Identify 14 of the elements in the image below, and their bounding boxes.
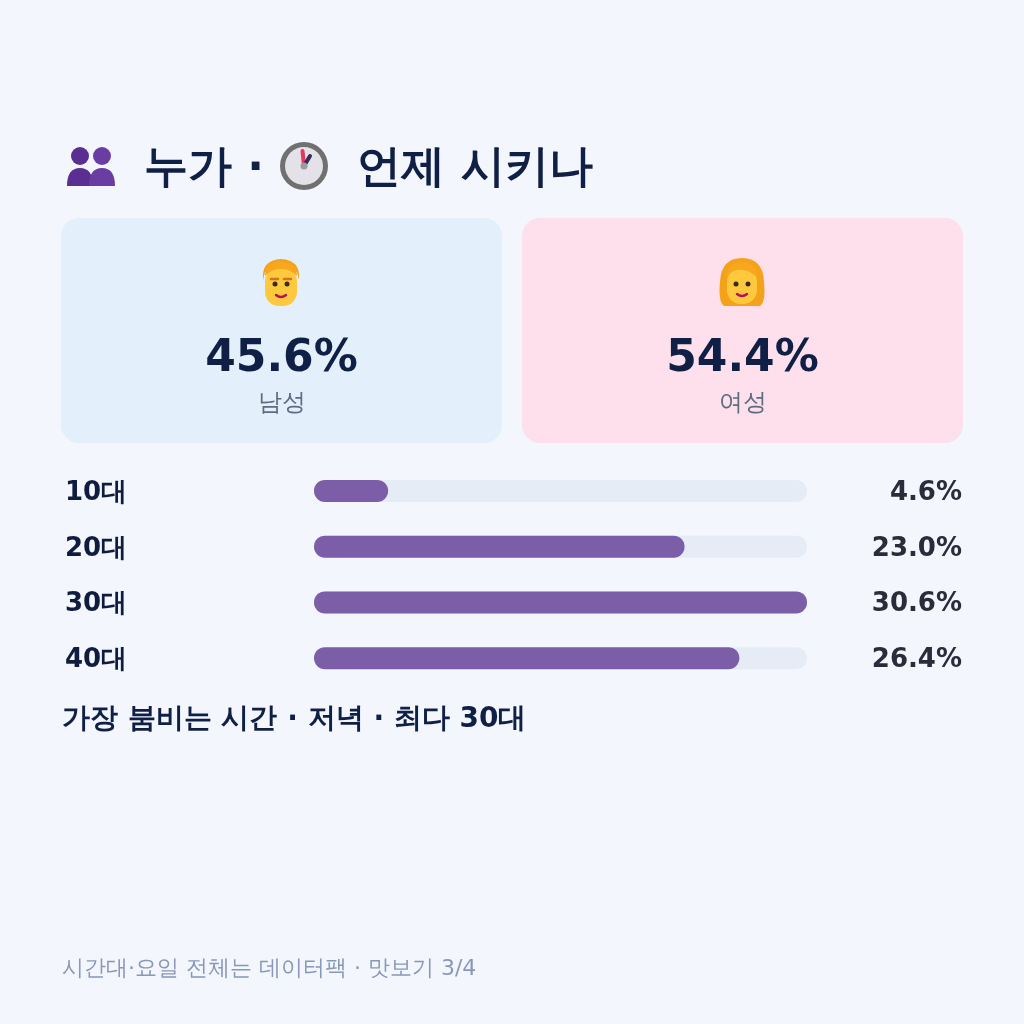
text: 가장 붐비는 시간 · 저녁 · 최다 30대 <box>62 700 527 736</box>
data-label: 23.0% <box>871 531 962 562</box>
y-tick-label: 10대 <box>65 475 128 506</box>
card: 54.4% 여성 <box>522 218 963 443</box>
bar <box>314 479 389 502</box>
y-tick-label: 20대 <box>65 531 128 562</box>
data-label: 26.4% <box>871 643 962 674</box>
data-label: 4.6% <box>889 475 962 506</box>
text: 시간대·요일 전체는 데이터팩 · 맛보기 3/4 <box>62 954 477 982</box>
chart-title: 누가 · 언제 시키나 <box>144 139 593 191</box>
data-label: 30.6% <box>871 587 962 618</box>
card: 45.6% 남성 <box>61 218 502 443</box>
y-tick-label: 30대 <box>65 587 128 618</box>
y-tick-label: 40대 <box>65 643 128 674</box>
